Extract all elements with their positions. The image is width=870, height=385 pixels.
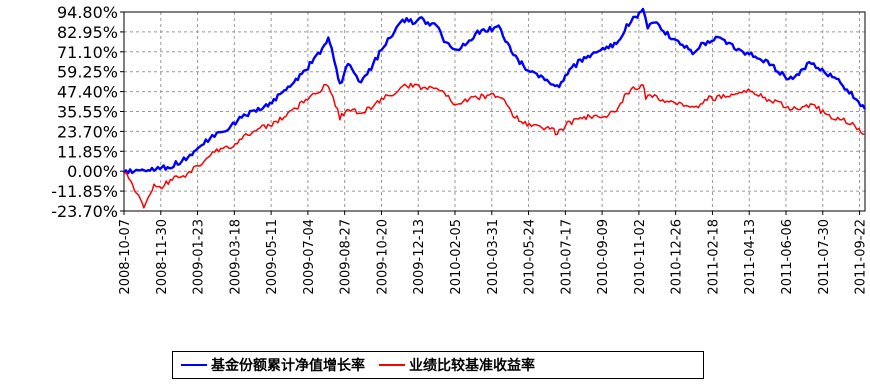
y-tick-label: 0.00% <box>67 162 118 181</box>
line-chart: 94.80%82.95%71.10%59.25%47.40%35.55%23.7… <box>51 3 868 295</box>
legend-item-benchmark: 业绩比较基准收益率 <box>379 355 535 375</box>
y-tick-label: 35.55% <box>57 103 118 122</box>
legend-label-benchmark: 业绩比较基准收益率 <box>409 358 535 374</box>
x-tick-label: 2010-09-09 <box>596 219 611 295</box>
x-tick-label: 2009-12-13 <box>412 219 427 295</box>
y-tick-label: 71.10% <box>57 43 118 62</box>
x-tick-label: 2011-02-18 <box>706 219 721 295</box>
x-tick-label: 2008-11-30 <box>155 219 170 295</box>
x-tick-label: 2010-11-02 <box>633 219 648 295</box>
x-tick-label: 2009-07-04 <box>302 219 317 295</box>
legend-label-fund: 基金份额累计净值增长率 <box>211 358 365 374</box>
y-tick-label: 23.70% <box>57 122 118 141</box>
y-tick-label: -23.70% <box>51 202 118 221</box>
x-tick-label: 2010-05-24 <box>523 219 538 295</box>
y-tick-label: 47.40% <box>57 83 118 102</box>
x-tick-label: 2009-03-18 <box>228 219 243 295</box>
x-tick-label: 2009-05-11 <box>265 219 280 295</box>
x-tick-label: 2010-03-31 <box>486 219 501 295</box>
x-tick-label: 2011-07-30 <box>817 219 832 295</box>
x-tick-label: 2011-09-22 <box>854 219 869 295</box>
x-tick-label: 2010-02-05 <box>449 219 464 295</box>
y-tick-label: 59.25% <box>57 63 118 82</box>
series-line-fund <box>123 7 867 175</box>
y-tick-label: 11.85% <box>57 142 118 161</box>
x-tick-label: 2009-01-23 <box>192 219 207 295</box>
x-tick-label: 2008-10-07 <box>118 219 133 295</box>
y-tick-label: 94.80% <box>57 3 118 22</box>
legend-swatch-fund <box>181 364 207 366</box>
y-tick-label: 82.95% <box>57 23 118 42</box>
plot-area: 94.80%82.95%71.10%59.25%47.40%35.55%23.7… <box>51 3 868 295</box>
legend: 基金份额累计净值增长率 业绩比较基准收益率 <box>172 351 704 379</box>
x-tick-label: 2010-12-26 <box>670 219 685 295</box>
x-tick-label: 2011-04-13 <box>743 219 758 295</box>
y-tick-label: -11.85% <box>51 182 118 201</box>
series-line-benchmark <box>123 82 866 209</box>
x-tick-label: 2009-10-20 <box>375 219 390 295</box>
plot-border <box>123 11 866 212</box>
legend-swatch-benchmark <box>379 364 405 366</box>
legend-item-fund: 基金份额累计净值增长率 <box>181 355 365 375</box>
plot-background <box>124 12 865 211</box>
x-tick-label: 2009-08-27 <box>339 219 354 295</box>
x-tick-label: 2010-07-17 <box>559 219 574 295</box>
x-tick-label: 2011-06-06 <box>780 219 795 295</box>
